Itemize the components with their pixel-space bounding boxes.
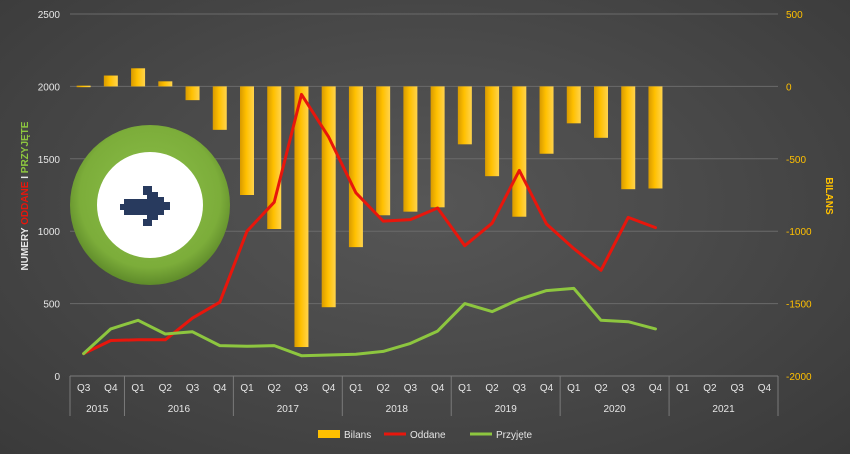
x-tick-quarter: Q2 xyxy=(376,383,390,394)
x-tick-quarter: Q2 xyxy=(594,383,608,394)
bilans-bar xyxy=(321,86,336,308)
bilans-bar xyxy=(240,86,254,195)
bilans-bar xyxy=(430,86,445,208)
x-tick-quarter: Q3 xyxy=(77,383,91,394)
bilans-bar xyxy=(566,86,581,124)
bilans-bar xyxy=(648,86,663,189)
x-tick-quarter: Q1 xyxy=(349,383,363,394)
bilans-bar xyxy=(212,86,227,130)
x-tick-year: 2016 xyxy=(168,404,191,415)
left-axis-title-part: I xyxy=(20,173,31,181)
x-tick-quarter: Q4 xyxy=(431,383,445,394)
left-tick-label: 1500 xyxy=(38,155,61,166)
bilans-bar xyxy=(403,86,418,212)
left-axis-ticks: 0 500 1000 1500 2000 2500 xyxy=(38,10,61,383)
left-axis-title-part: PRZYJĘTE xyxy=(20,121,31,173)
oddane-line xyxy=(82,92,657,356)
x-tick-quarter: Q1 xyxy=(131,383,145,394)
x-tick-quarter: Q3 xyxy=(622,383,636,394)
bilans-bar xyxy=(485,86,500,177)
x-tick-quarter: Q2 xyxy=(268,383,282,394)
x-tick-quarter: Q1 xyxy=(676,383,690,394)
right-tick-label: -500 xyxy=(786,155,806,166)
bilans-bar xyxy=(539,86,554,154)
right-axis-title: BILANS xyxy=(823,177,834,215)
left-tick-label: 1000 xyxy=(38,227,61,238)
right-tick-label: -1000 xyxy=(786,227,812,238)
x-tick-quarter: Q4 xyxy=(322,383,336,394)
przyjete-line xyxy=(82,286,657,358)
x-axis: Q3 Q4 Q1 Q2 Q3 Q4 Q1 Q2 Q3 Q4 Q1 Q2 Q3 Q4 Q1 Q2 Q3 Q4 Q1 Q2… xyxy=(69,375,779,416)
bilans-bar xyxy=(158,81,173,87)
x-tick-quarter: Q4 xyxy=(540,383,554,394)
legend-label: Bilans xyxy=(344,430,371,441)
x-tick-quarter: Q3 xyxy=(730,383,744,394)
legend-item: Przyjęte xyxy=(470,430,533,441)
x-tick-quarter: Q4 xyxy=(758,383,772,394)
x-tick-year: 2020 xyxy=(603,404,626,415)
right-tick-label: 0 xyxy=(786,82,792,93)
bilans-bar xyxy=(457,86,472,145)
x-tick-year: 2017 xyxy=(277,404,300,415)
left-tick-label: 500 xyxy=(43,300,60,311)
right-tick-label: 500 xyxy=(786,10,803,21)
x-tick-quarter: Q4 xyxy=(213,383,227,394)
legend: Bilans Oddane Przyjęte xyxy=(318,430,533,441)
left-tick-label: 2000 xyxy=(38,82,61,93)
x-tick-year: 2019 xyxy=(495,404,518,415)
right-axis-ticks: -2000 -1500 -1000 -500 0 500 xyxy=(786,10,812,383)
bilans-bar xyxy=(131,68,146,87)
legend-swatch xyxy=(318,430,340,438)
bilans-bars xyxy=(76,68,663,348)
x-tick-year: 2021 xyxy=(712,404,735,415)
x-tick-quarter: Q2 xyxy=(159,383,173,394)
x-tick-quarter: Q3 xyxy=(513,383,527,394)
x-tick-quarter: Q3 xyxy=(404,383,418,394)
x-tick-quarter: Q2 xyxy=(485,383,499,394)
legend-label: Przyjęte xyxy=(496,430,533,441)
bilans-bar xyxy=(185,86,200,101)
left-axis-title-part: NUMERY xyxy=(20,225,31,271)
left-tick-label: 0 xyxy=(54,372,60,383)
x-tick-quarter: Q3 xyxy=(295,383,309,394)
bilans-bar xyxy=(594,86,608,138)
logo xyxy=(70,125,230,285)
x-tick-quarter: Q1 xyxy=(240,383,254,394)
left-axis-title: NUMERY ODDANE I PRZYJĘTE xyxy=(20,121,31,270)
x-tick-year: 2015 xyxy=(86,404,109,415)
x-tick-quarter: Q2 xyxy=(703,383,717,394)
bilans-bar xyxy=(294,86,309,348)
bilans-bar xyxy=(103,75,118,87)
x-tick-quarter: Q3 xyxy=(186,383,200,394)
x-tick-year: 2018 xyxy=(386,404,409,415)
arrow-right-icon xyxy=(120,186,170,226)
legend-label: Oddane xyxy=(410,430,446,441)
legend-item: Oddane xyxy=(384,430,446,441)
right-tick-label: -2000 xyxy=(786,372,812,383)
x-tick-quarter: Q4 xyxy=(649,383,663,394)
left-axis-title-part: ODDANE xyxy=(20,181,31,225)
x-tick-quarter: Q1 xyxy=(458,383,472,394)
bilans-bar xyxy=(76,85,91,88)
right-tick-label: -1500 xyxy=(786,300,812,311)
series-lines xyxy=(82,92,657,358)
left-tick-label: 2500 xyxy=(38,10,61,21)
bilans-bar xyxy=(512,86,527,217)
bilans-bar xyxy=(348,86,363,248)
bilans-bar xyxy=(621,86,636,190)
legend-item: Bilans xyxy=(318,430,371,441)
x-tick-quarter: Q4 xyxy=(104,383,118,394)
bilans-bar xyxy=(376,86,391,216)
x-tick-quarter: Q1 xyxy=(567,383,581,394)
